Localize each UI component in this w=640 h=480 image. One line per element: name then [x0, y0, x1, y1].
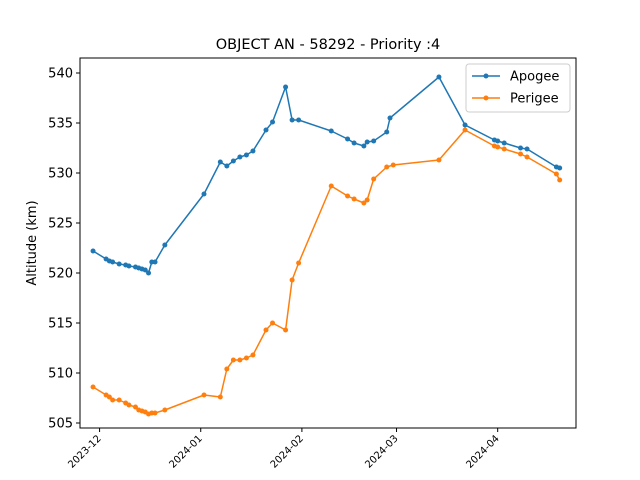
- perigee-legend-marker: [483, 95, 489, 101]
- perigee-point: [270, 320, 276, 326]
- perigee-point: [345, 193, 351, 199]
- perigee-point: [237, 357, 243, 363]
- x-tick-label: 2024-04: [464, 433, 501, 470]
- apogee-point: [557, 165, 563, 171]
- x-tick-label: 2024-03: [363, 433, 400, 470]
- chart-title: OBJECT AN - 58292 - Priority :4: [216, 37, 441, 53]
- perigee-point: [384, 164, 390, 170]
- perigee-point: [250, 352, 256, 358]
- apogee-point: [351, 140, 357, 146]
- y-tick-label: 520: [48, 267, 73, 282]
- apogee-series: [90, 74, 563, 276]
- apogee-point: [371, 138, 377, 144]
- perigee-series: [90, 127, 563, 417]
- apogee-point: [387, 115, 393, 121]
- apogee-point: [110, 259, 116, 265]
- perigee-point: [371, 176, 377, 182]
- perigee-point: [361, 200, 367, 206]
- apogee-point: [283, 84, 289, 90]
- apogee-point: [345, 136, 351, 142]
- perigee-point: [230, 357, 236, 363]
- perigee-point: [116, 397, 122, 403]
- perigee-point: [132, 404, 138, 410]
- perigee-point: [106, 394, 112, 400]
- apogee-point: [224, 163, 230, 169]
- apogee-point: [142, 267, 148, 273]
- perigee-point: [351, 196, 357, 202]
- plot-area: [80, 58, 576, 428]
- apogee-point: [263, 127, 269, 133]
- apogee-point: [518, 145, 524, 151]
- series-layer: [90, 74, 563, 417]
- apogee-point: [126, 263, 132, 269]
- perigee-point: [217, 394, 223, 400]
- apogee-point: [501, 140, 507, 146]
- perigee-point: [553, 171, 559, 177]
- apogee-point: [462, 122, 468, 128]
- apogee-legend-label: Apogee: [510, 70, 559, 85]
- y-tick-label: 525: [48, 217, 73, 232]
- x-tick-label: 2023-12: [66, 433, 103, 470]
- apogee-point: [162, 242, 168, 248]
- y-tick-label: 510: [48, 367, 73, 382]
- y-tick-label: 505: [48, 417, 73, 432]
- apogee-point: [146, 270, 152, 276]
- perigee-point: [152, 410, 158, 416]
- perigee-point: [495, 144, 501, 150]
- perigee-point: [90, 384, 96, 390]
- perigee-point: [364, 197, 370, 203]
- apogee-point: [217, 159, 223, 165]
- perigee-point: [263, 327, 269, 333]
- perigee-point: [289, 277, 295, 283]
- apogee-point: [328, 128, 334, 134]
- perigee-point: [518, 151, 524, 157]
- y-tick-label: 535: [48, 117, 73, 132]
- apogee-point: [201, 191, 207, 197]
- plot-frame: [79, 57, 577, 429]
- y-tick-label: 530: [48, 167, 73, 182]
- apogee-point: [243, 152, 249, 158]
- perigee-point: [436, 157, 442, 163]
- perigee-point: [524, 154, 530, 160]
- apogee-point: [116, 261, 122, 267]
- x-tick-label: 2024-01: [168, 433, 205, 470]
- perigee-point: [501, 146, 507, 152]
- y-tick-label: 515: [48, 317, 73, 332]
- y-tick-label: 540: [48, 67, 73, 82]
- perigee-point: [283, 327, 289, 333]
- apogee-point: [384, 129, 390, 135]
- apogee-point: [296, 117, 302, 123]
- apogee-point: [250, 148, 256, 154]
- apogee-point: [361, 143, 367, 149]
- apogee-point: [152, 259, 158, 265]
- apogee-point: [364, 139, 370, 145]
- perigee-point: [328, 183, 334, 189]
- perigee-point: [243, 355, 249, 361]
- apogee-point: [289, 117, 295, 123]
- perigee-point: [201, 392, 207, 398]
- apogee-point: [524, 146, 530, 152]
- perigee-point: [110, 397, 116, 403]
- perigee-point: [390, 162, 396, 168]
- apogee-point: [436, 74, 442, 80]
- perigee-point: [462, 127, 468, 133]
- perigee-point: [224, 366, 230, 372]
- perigee-legend-label: Perigee: [510, 92, 559, 107]
- apogee-point: [90, 248, 96, 254]
- apogee-legend-marker: [483, 73, 489, 79]
- y-axis: 505 510 515 520 525 530 535 540: [48, 67, 80, 432]
- legend: Apogee Perigee: [465, 63, 571, 113]
- apogee-point: [237, 154, 243, 160]
- perigee-point: [126, 402, 132, 408]
- perigee-point: [296, 260, 302, 266]
- x-tick-label: 2024-02: [269, 433, 306, 470]
- apogee-point: [495, 138, 501, 144]
- y-axis-label: Altitude (km): [25, 200, 40, 285]
- perigee-point: [162, 407, 168, 413]
- x-axis: 2023-12 2024-01 2024-02 2024-03 2024-04: [66, 428, 502, 471]
- perigee-point: [557, 177, 563, 183]
- apogee-point: [230, 158, 236, 164]
- apogee-point: [270, 119, 276, 125]
